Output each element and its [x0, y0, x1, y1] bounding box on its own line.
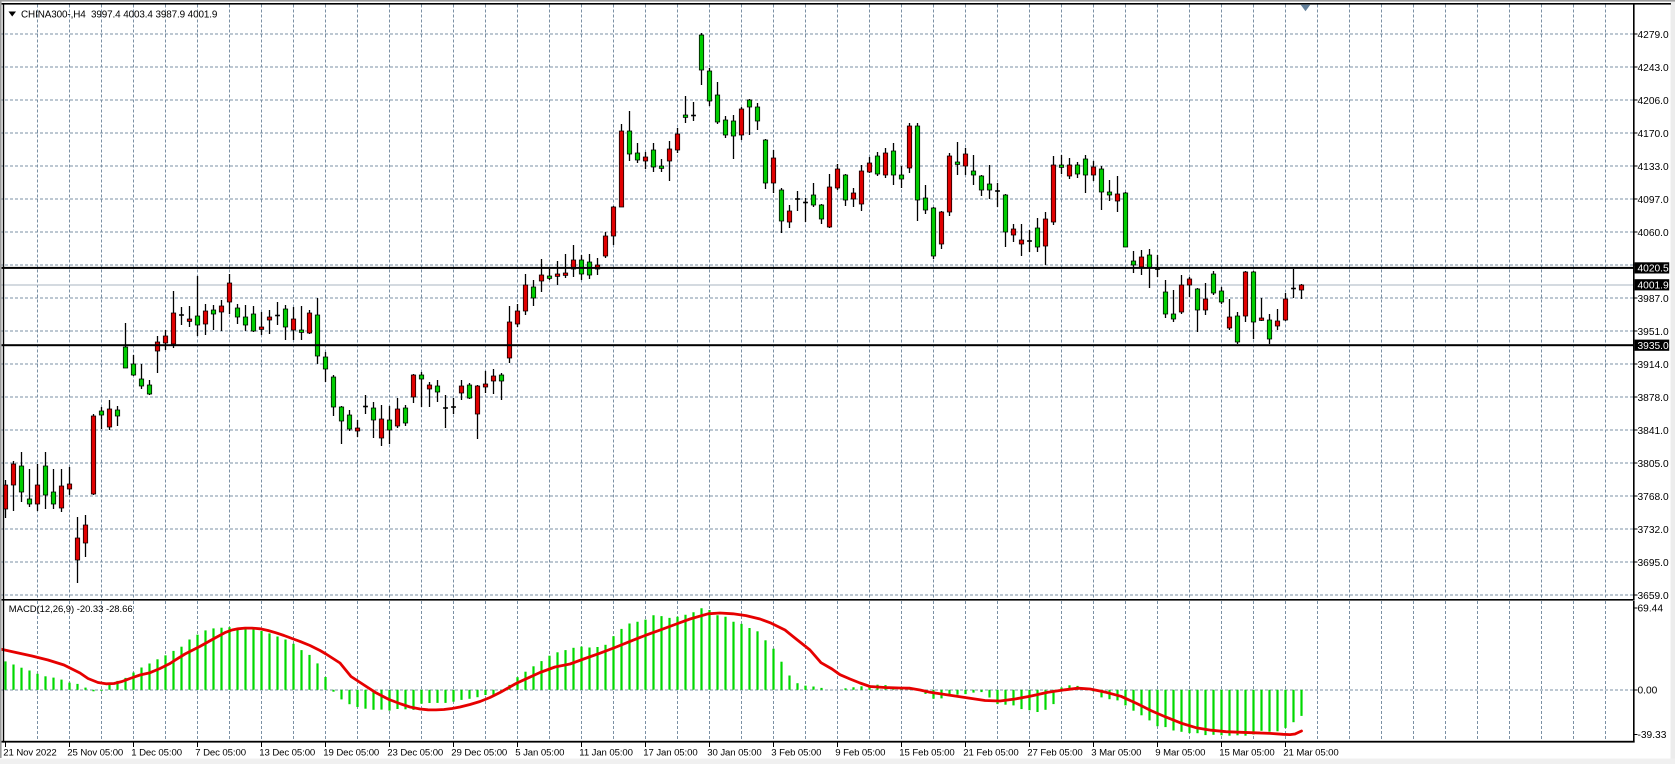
svg-text:23 Dec 05:00: 23 Dec 05:00	[387, 747, 443, 758]
svg-text:30 Jan 05:00: 30 Jan 05:00	[707, 747, 761, 758]
svg-text:21 Nov 2022: 21 Nov 2022	[3, 747, 56, 758]
svg-text:9 Mar 05:00: 9 Mar 05:00	[1155, 747, 1205, 758]
svg-text:19 Dec 05:00: 19 Dec 05:00	[323, 747, 379, 758]
svg-text:4001.9: 4001.9	[1638, 281, 1669, 292]
svg-text:3878.0: 3878.0	[1638, 393, 1669, 404]
svg-text:-39.33: -39.33	[1638, 730, 1667, 741]
svg-text:MACD(12,26,9) -20.33 -28.66: MACD(12,26,9) -20.33 -28.66	[9, 604, 133, 615]
svg-text:4020.5: 4020.5	[1638, 264, 1669, 275]
svg-text:3 Mar 05:00: 3 Mar 05:00	[1091, 747, 1141, 758]
svg-text:3695.0: 3695.0	[1638, 558, 1669, 569]
svg-text:17 Jan 05:00: 17 Jan 05:00	[643, 747, 697, 758]
svg-text:4097.0: 4097.0	[1638, 195, 1669, 206]
svg-text:69.44: 69.44	[1638, 604, 1664, 615]
svg-text:29 Dec 05:00: 29 Dec 05:00	[451, 747, 507, 758]
svg-text:3732.0: 3732.0	[1638, 525, 1669, 536]
svg-text:13 Dec 05:00: 13 Dec 05:00	[259, 747, 315, 758]
svg-text:3935.0: 3935.0	[1638, 341, 1669, 352]
svg-text:21 Feb 05:00: 21 Feb 05:00	[963, 747, 1018, 758]
svg-text:11 Jan 05:00: 11 Jan 05:00	[579, 747, 633, 758]
svg-text:CHINA300-,H4 3997.4 4003.4 39: CHINA300-,H4 3997.4 4003.4 3987.9 4001.9	[21, 10, 218, 21]
svg-text:3914.0: 3914.0	[1638, 360, 1669, 371]
svg-text:15 Feb 05:00: 15 Feb 05:00	[899, 747, 954, 758]
svg-text:4206.0: 4206.0	[1638, 96, 1669, 107]
svg-text:0.00: 0.00	[1638, 686, 1658, 697]
svg-text:4133.0: 4133.0	[1638, 162, 1669, 173]
svg-text:4243.0: 4243.0	[1638, 63, 1669, 74]
svg-text:27 Feb 05:00: 27 Feb 05:00	[1027, 747, 1082, 758]
svg-text:4060.0: 4060.0	[1638, 228, 1669, 239]
svg-text:4279.0: 4279.0	[1638, 30, 1669, 41]
svg-text:25 Nov 05:00: 25 Nov 05:00	[67, 747, 123, 758]
svg-text:9 Feb 05:00: 9 Feb 05:00	[835, 747, 885, 758]
svg-text:3841.0: 3841.0	[1638, 426, 1669, 437]
svg-text:1 Dec 05:00: 1 Dec 05:00	[131, 747, 182, 758]
svg-text:7 Dec 05:00: 7 Dec 05:00	[195, 747, 246, 758]
svg-text:3951.0: 3951.0	[1638, 327, 1669, 338]
svg-text:3659.0: 3659.0	[1638, 591, 1669, 602]
svg-text:3987.0: 3987.0	[1638, 294, 1669, 305]
svg-text:3805.0: 3805.0	[1638, 459, 1669, 470]
svg-text:4170.0: 4170.0	[1638, 129, 1669, 140]
svg-text:5 Jan 05:00: 5 Jan 05:00	[515, 747, 564, 758]
svg-text:21 Mar 05:00: 21 Mar 05:00	[1283, 747, 1338, 758]
svg-text:3 Feb 05:00: 3 Feb 05:00	[771, 747, 821, 758]
svg-text:3768.0: 3768.0	[1638, 492, 1669, 503]
svg-text:15 Mar 05:00: 15 Mar 05:00	[1219, 747, 1274, 758]
